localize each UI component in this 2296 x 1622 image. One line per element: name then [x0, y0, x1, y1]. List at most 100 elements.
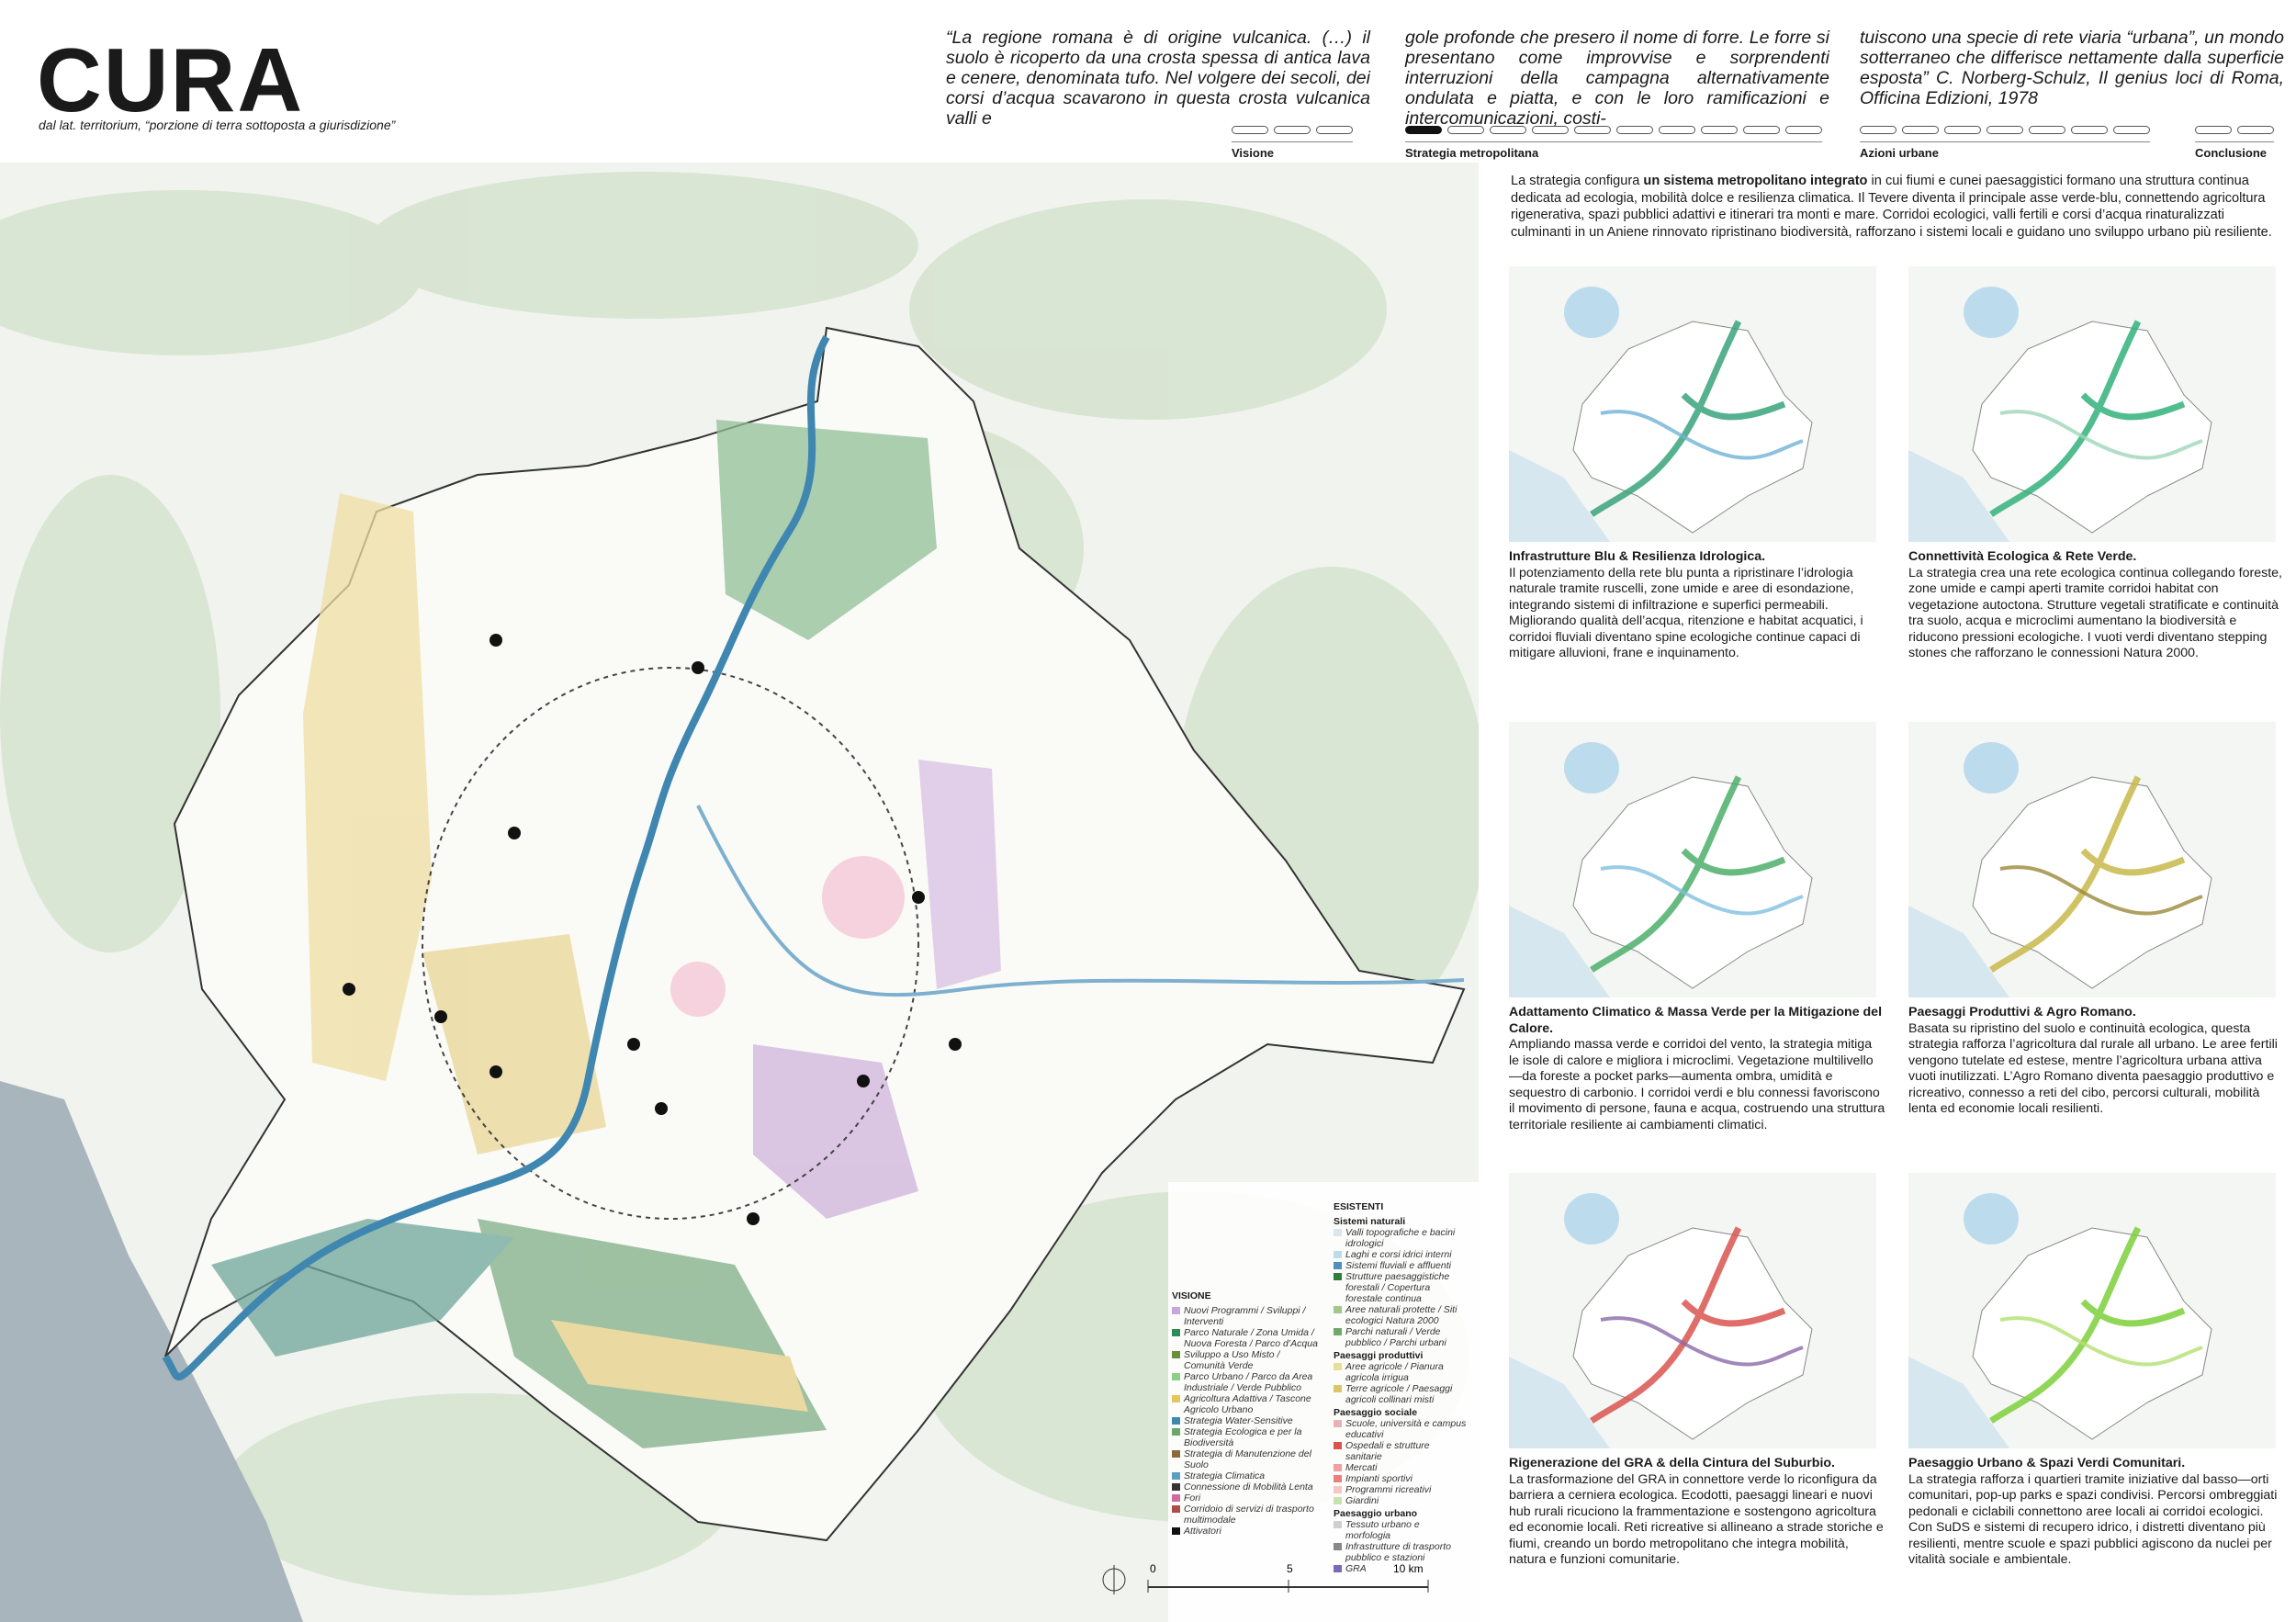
legend-swatch	[1334, 1262, 1342, 1269]
legend-swatch	[1334, 1363, 1342, 1370]
panel-body: La strategia rafforza i quartieri tramit…	[1908, 1471, 2278, 1568]
nav-step	[1532, 126, 1569, 134]
legend-group: Paesaggio sociale	[1334, 1407, 1418, 1418]
legend-label: Tessuto urbano e morfologia	[1345, 1519, 1420, 1541]
nav-bars	[1405, 126, 1822, 134]
nav-step	[1944, 126, 1981, 134]
legend-swatch	[1172, 1329, 1180, 1336]
nav-group: Azioni urbane	[1860, 126, 2150, 160]
nav-label: Strategia metropolitana	[1405, 141, 1822, 160]
legend-label: Infrastrutture di trasporto pubblico e s…	[1345, 1541, 1451, 1563]
scale-bar: 0 5 10 km	[1102, 1562, 1429, 1594]
nav-step	[2237, 126, 2274, 134]
legend-item: Sviluppo a Uso Misto / Comunità Verde	[1172, 1349, 1323, 1371]
nav-step	[1490, 126, 1526, 134]
panel-caption: Infrastrutture Blu & Resilienza Idrologi…	[1509, 549, 1885, 662]
nav-step	[1785, 126, 1822, 134]
legend-label: Mercati	[1345, 1462, 1378, 1473]
legend-item: Sistemi fluviali e affluenti	[1334, 1260, 1467, 1271]
panel-caption: Rigenerazione del GRA & della Cintura de…	[1509, 1456, 1885, 1569]
legend-item: Strategia Climatica	[1172, 1470, 1323, 1481]
legend-label: Sistemi fluviali e affluenti	[1345, 1260, 1451, 1271]
legend-label: Parco Naturale / Zona Umida / Nuova Fore…	[1184, 1327, 1318, 1349]
legend-label: Fori	[1184, 1492, 1201, 1504]
thumb-network	[1989, 1226, 2186, 1424]
thumb-network	[1989, 320, 2186, 517]
thumb-sea	[1509, 1357, 1610, 1448]
nav-step	[1405, 126, 1442, 134]
legend-swatch	[1172, 1351, 1180, 1358]
legend-swatch	[1334, 1464, 1342, 1471]
legend-heading: ESISTENTI	[1334, 1201, 1384, 1212]
legend-swatch	[1334, 1273, 1342, 1280]
legend-label: Terre agricole / Paesaggi agricoli colli…	[1345, 1383, 1453, 1405]
nav-group: Visione	[1232, 126, 1353, 160]
legend-label: Impianti sportivi	[1345, 1473, 1412, 1484]
thumb-lake	[1964, 287, 2019, 338]
legend-label: Sviluppo a Uso Misto / Comunità Verde	[1184, 1349, 1280, 1371]
strategy-thumbnail	[1908, 722, 2276, 997]
legend-item: Attivatori	[1172, 1526, 1323, 1537]
intro-bold: un sistema metropolitano integrato	[1643, 174, 1868, 188]
legend-label: Connessione di Mobilità Lenta	[1184, 1481, 1313, 1492]
panel-body: La strategia crea una rete ecologica con…	[1908, 565, 2282, 661]
legend-item: GRA	[1334, 1563, 1467, 1574]
nav-step	[2113, 126, 2150, 134]
legend-item: Infrastrutture di trasporto pubblico e s…	[1334, 1541, 1467, 1563]
quote: gole profonde che presero il nome di for…	[1405, 28, 1829, 129]
panel-body: Ampliando massa verde e corridoi del ven…	[1509, 1037, 1885, 1132]
thumb-lake	[1564, 287, 1619, 338]
legend-group: Paesaggi produttivi	[1334, 1350, 1424, 1361]
panel-title: Adattamento Climatico & Massa Verde per …	[1509, 1005, 1883, 1036]
quote: “La regione romana è di origine vulcanic…	[946, 28, 1370, 129]
legend-label: Strategia di Manutenzione del Suolo	[1184, 1448, 1311, 1470]
thumb-sea	[1908, 1357, 2009, 1448]
legend-item: Programmi ricreativi	[1334, 1484, 1467, 1495]
panel-title: Infrastrutture Blu & Resilienza Idrologi…	[1509, 549, 1766, 564]
thumb-network	[1590, 1226, 1786, 1424]
thumb-lake	[1564, 742, 1619, 794]
legend-swatch	[1172, 1450, 1180, 1458]
legend-label: Programmi ricreativi	[1345, 1484, 1432, 1495]
legend-label: Scuole, università e campus educativi	[1345, 1418, 1467, 1440]
sea	[0, 1081, 303, 1622]
thumb-lake	[1564, 1193, 1619, 1245]
legend-existing: ESISTENTI Sistemi naturali Valli topograf…	[1334, 1201, 1467, 1574]
panel-title: Paesaggio Urbano & Spazi Verdi Comunitar…	[1908, 1456, 2186, 1470]
legend-group: Sistemi naturali	[1334, 1216, 1406, 1227]
nav-step	[2071, 126, 2108, 134]
nav-step	[1616, 126, 1653, 134]
legend-label: Ospedali e strutture sanitarie	[1345, 1440, 1430, 1462]
legend-label: Strategia Water-Sensitive	[1184, 1415, 1293, 1426]
scale-label: 5	[1287, 1562, 1293, 1575]
legend-item: Laghi e corsi idrici interni	[1334, 1249, 1467, 1260]
gra-ring	[422, 667, 919, 1220]
subtitle: dal lat. territorium, “porzione di terra…	[39, 118, 396, 132]
legend-swatch	[1334, 1475, 1342, 1482]
legend-label: Laghi e corsi idrici interni	[1345, 1249, 1452, 1260]
panel-title: Paesaggi Produttivi & Agro Romano.	[1908, 1005, 2136, 1019]
nav-step	[1274, 126, 1311, 134]
nav-step	[1447, 126, 1484, 134]
thumb-network	[1600, 1316, 1804, 1367]
legend-item: Aree agricole / Pianura agricola irrigua	[1334, 1361, 1467, 1383]
legend-item: Parco Naturale / Zona Umida / Nuova Fore…	[1172, 1327, 1323, 1349]
thumb-network	[1590, 320, 1786, 517]
legend-swatch	[1172, 1395, 1180, 1402]
legend-swatch	[1172, 1494, 1180, 1502]
strategy-thumbnail	[1509, 722, 1876, 997]
legend-swatch	[1334, 1306, 1342, 1313]
legend-item: Agricoltura Adattiva / Tascone Agricolo …	[1172, 1393, 1323, 1415]
legend-swatch	[1334, 1486, 1342, 1493]
legend-swatch	[1334, 1543, 1342, 1550]
focus-area	[822, 856, 905, 939]
nav-step	[1574, 126, 1611, 134]
quote: tuiscono una specie di rete viaria “urba…	[1860, 28, 2284, 108]
scale-label: 0	[1150, 1562, 1156, 1575]
thumb-sea	[1908, 906, 2009, 997]
nav-label: Visione	[1232, 141, 1353, 160]
focus-area	[670, 962, 726, 1017]
panel-body: La trasformazione del GRA in connettore …	[1509, 1471, 1884, 1568]
nav-step	[1860, 126, 1896, 134]
legend-item: Strategia Water-Sensitive	[1172, 1415, 1323, 1426]
